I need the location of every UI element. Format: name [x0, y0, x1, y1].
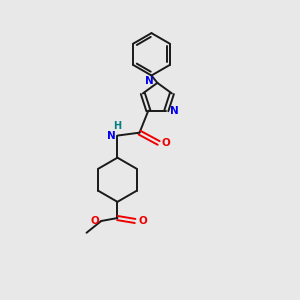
- Text: O: O: [90, 216, 99, 226]
- Text: N: N: [145, 76, 154, 86]
- Text: N: N: [107, 130, 116, 141]
- Text: H: H: [113, 121, 121, 131]
- Text: O: O: [138, 216, 147, 226]
- Text: N: N: [170, 106, 178, 116]
- Text: O: O: [162, 138, 170, 148]
